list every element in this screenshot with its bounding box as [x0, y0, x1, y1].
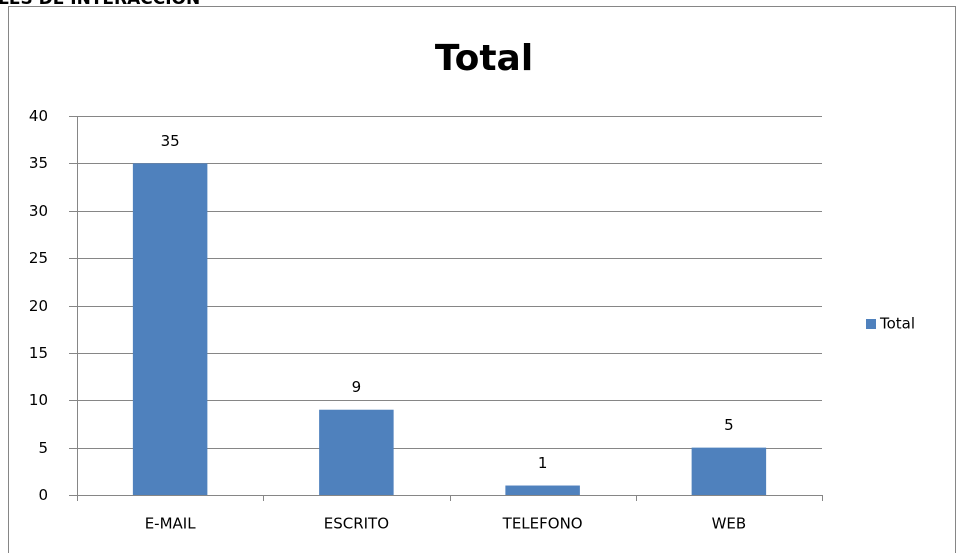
- x-tick-label: ESCRITO: [324, 515, 389, 533]
- legend-swatch: [866, 319, 876, 329]
- y-tick-label: 5: [38, 439, 48, 457]
- data-label: 1: [538, 454, 548, 472]
- y-tick-label: 35: [29, 154, 48, 172]
- y-tick-label: 25: [29, 249, 48, 267]
- y-tick-label: 10: [29, 391, 48, 409]
- y-tick-label: 40: [29, 107, 48, 125]
- y-tick-label: 15: [29, 344, 48, 362]
- bar: [691, 447, 767, 495]
- y-tick-label: 20: [29, 297, 48, 315]
- bar: [132, 163, 208, 495]
- bar: [319, 409, 394, 495]
- bar: [505, 485, 580, 495]
- chart-title: Total: [435, 38, 533, 79]
- legend-label: Total: [879, 315, 915, 333]
- y-tick-label: 0: [38, 486, 48, 504]
- y-tick-label: 30: [29, 202, 48, 220]
- x-tick-label: E-MAIL: [145, 515, 197, 533]
- data-label: 35: [161, 132, 180, 150]
- data-label: 9: [352, 378, 362, 396]
- x-tick-label: WEB: [712, 515, 747, 533]
- caption: LES DE INTERACCIÓN: [0, 0, 200, 9]
- data-label: 5: [724, 416, 734, 434]
- x-tick-label: TELEFONO: [502, 515, 583, 533]
